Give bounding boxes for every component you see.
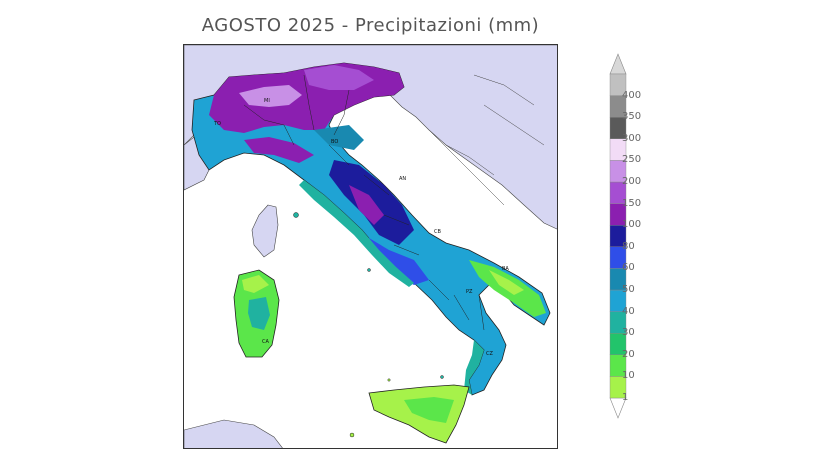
- island-ponza: [367, 268, 371, 272]
- legend-tick-80: 80: [622, 240, 635, 252]
- city-label-ba: BA: [502, 266, 509, 272]
- legend-tick-250: 250: [622, 154, 642, 166]
- city-label-mi: MI: [264, 98, 270, 104]
- central-purple-zone: [349, 185, 384, 225]
- city-label-pz: PZ: [466, 289, 473, 295]
- city-label-an: AN: [399, 176, 406, 182]
- precipitation-map: TO MI BO AN BA CA PZ CZ CB: [183, 44, 558, 449]
- city-label-to: TO: [213, 121, 221, 127]
- city-label-ca: CA: [262, 339, 269, 345]
- island-lipari: [440, 375, 444, 379]
- sardinia-north-lime: [242, 275, 269, 293]
- legend-bar: [609, 53, 627, 419]
- island-pantelleria: [349, 432, 355, 438]
- island-ustica: [387, 378, 391, 382]
- legend-tick-60: 60: [622, 262, 635, 274]
- sicily-green-zone: [404, 397, 454, 423]
- legend-tick-10: 10: [622, 370, 635, 382]
- legend-tick-40: 40: [622, 305, 635, 317]
- north-lilac-zone: [239, 85, 302, 107]
- tyrrhenian-coast-teal: [299, 180, 414, 287]
- balkan-coast-lines: [415, 74, 545, 206]
- sardinia-center-teal: [248, 297, 270, 330]
- legend-tick-350: 350: [622, 111, 642, 123]
- regional-borders: [243, 74, 485, 331]
- legend-tick-150: 150: [622, 197, 642, 209]
- legend-tick-300: 300: [622, 132, 642, 144]
- legend-top-arrow: [609, 53, 627, 75]
- legend-tick-400: 400: [622, 89, 642, 101]
- legend-swatch-400: [609, 73, 627, 96]
- liguria-purple-zone: [244, 137, 314, 163]
- emilia-cyan-zone: [314, 125, 364, 150]
- city-label-bo: BO: [331, 139, 338, 145]
- city-label-cz: CZ: [486, 351, 493, 357]
- legend-tick-20: 20: [622, 348, 635, 360]
- legend-tick-100: 100: [622, 219, 642, 231]
- tunisia-land: [184, 419, 283, 448]
- legend-tick-200: 200: [622, 176, 642, 187]
- color-legend: [609, 50, 627, 422]
- map-title: AGOSTO 2025 - Precipitazioni (mm): [201, 15, 540, 36]
- calabria-teal-zone: [464, 340, 484, 395]
- central-blue-zone: [364, 235, 429, 285]
- island-elba: [293, 212, 299, 218]
- legend-tick-30: 30: [622, 327, 635, 339]
- alps-violet-zone: [304, 65, 374, 90]
- legend-tick-1: 1: [622, 392, 629, 403]
- legend-tick-50: 50: [622, 284, 635, 295]
- city-label-cb: CB: [434, 229, 441, 235]
- corsica-island: [251, 204, 279, 258]
- italy-map-svg: TO MI BO AN BA CA PZ CZ CB: [184, 45, 557, 448]
- puglia-lime-zone: [489, 270, 524, 295]
